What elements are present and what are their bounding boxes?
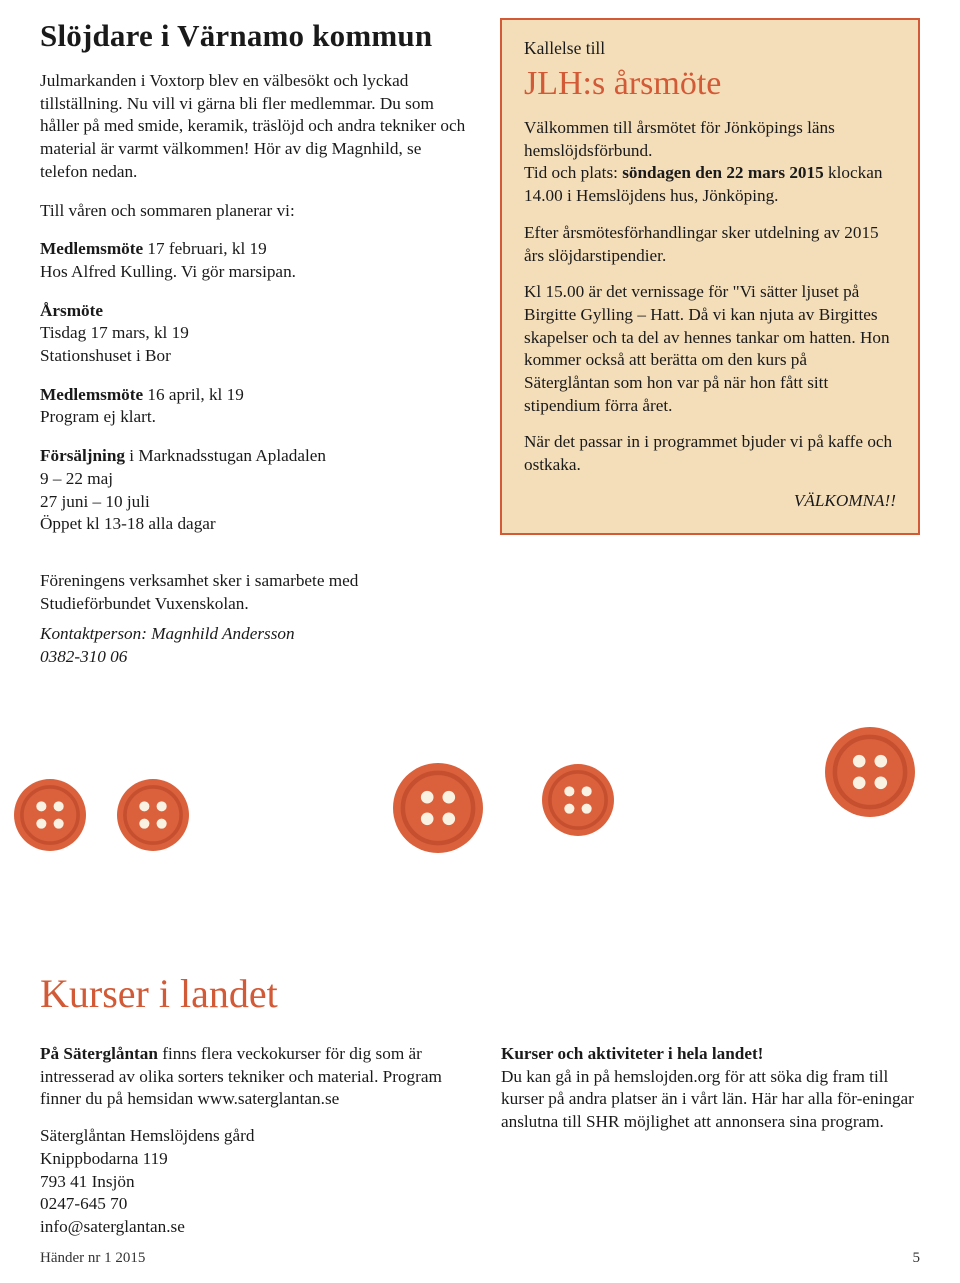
samarbete-text: Föreningens verksamhet sker i samarbete … [40,570,920,615]
callout-p4: När det passar in i programmet bjuder vi… [524,431,896,476]
callout-heading: JLH:s årsmöte [524,65,896,103]
kurser-left-col: På Säterglåntan finns flera veckokurser … [40,1043,459,1253]
event-forsaljning: Försäljning i Marknadsstugan Apladalen 9… [40,445,470,536]
intro-paragraph: Julmarkanden i Voxtorp blev en välbesökt… [40,70,470,184]
page-footer: Händer nr 1 2015 5 [40,1250,920,1267]
kurser-right-col: Kurser och aktiviteter i hela landet!Du … [501,1043,920,1253]
callout-p2: Efter årsmötesförhandlingar sker utdelni… [524,222,896,267]
callout-pretitle: Kallelse till [524,38,896,59]
contact-person: Kontaktperson: Magnhild Andersson 0382-3… [40,623,920,668]
callout-p3: Kl 15.00 är det vernissage för "Vi sätte… [524,281,896,417]
event-medlemsmote-apr: Medlemsmöte 16 april, kl 19 Program ej k… [40,384,470,429]
callout-welcome: VÄLKOMNA!! [524,491,896,511]
kurser-section: Kurser i landet På Säterglåntan finns fl… [40,970,920,1253]
event-medlemsmote-feb: Medlemsmöte 17 februari, kl 19 Hos Alfre… [40,238,470,283]
event-arsmote: Årsmöte Tisdag 17 mars, kl 19 Stationshu… [40,300,470,368]
right-column: Kallelse till JLH:s årsmöte Välkommen ti… [500,18,920,552]
kurser-title: Kurser i landet [40,970,920,1017]
left-column: Slöjdare i Värnamo kommun Julmarkanden i… [40,18,470,552]
page-title: Slöjdare i Värnamo kommun [40,18,470,54]
callout-box: Kallelse till JLH:s årsmöte Välkommen ti… [500,18,920,535]
planerar-line: Till våren och sommaren planerar vi: [40,200,470,223]
footer-left: Händer nr 1 2015 [40,1250,145,1267]
callout-p1: Välkommen till årsmötet för Jönköpings l… [524,117,896,208]
footer-right: 5 [913,1250,921,1267]
kurser-address: Säterglåntan Hemslöjdens gård Knippbodar… [40,1125,459,1239]
